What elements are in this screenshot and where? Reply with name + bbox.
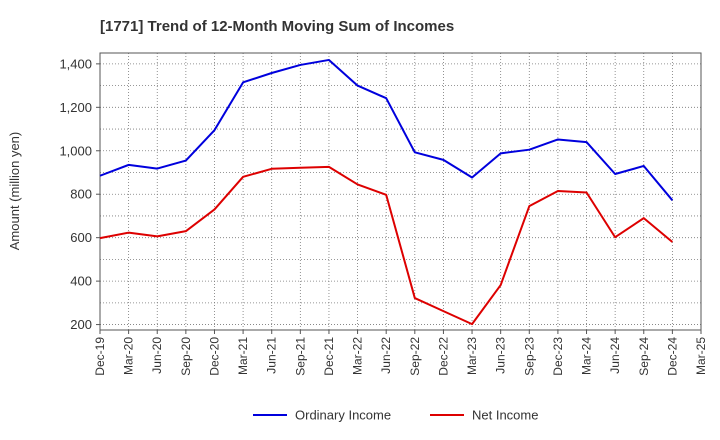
y-tick-label: 1,400 — [59, 56, 92, 71]
x-tick-label: Sep-20 — [179, 337, 193, 376]
x-tick-label: Mar-25 — [694, 337, 708, 375]
x-tick-label: Sep-22 — [408, 337, 422, 376]
plot-area — [99, 52, 702, 331]
x-tick-label: Jun-23 — [494, 337, 508, 374]
series-line-net-income — [99, 165, 674, 326]
x-tick-label: Mar-20 — [122, 337, 136, 375]
legend-label-ordinary-income: Ordinary Income — [295, 408, 391, 423]
chart-title: [1771] Trend of 12-Month Moving Sum of I… — [100, 18, 454, 35]
series-line-ordinary-income — [99, 58, 674, 201]
x-tick-label: Dec-19 — [93, 337, 107, 376]
x-tick-label: Sep-23 — [522, 337, 536, 376]
y-tick-label: 200 — [70, 317, 92, 332]
x-tick-label: Mar-21 — [236, 337, 250, 375]
y-tick-label: 1,000 — [59, 143, 92, 158]
y-tick-label: 400 — [70, 274, 92, 289]
x-tick-label: Mar-23 — [465, 337, 479, 375]
x-tick-label: Mar-24 — [580, 337, 594, 375]
y-axis: 200 400 600 800 1,000 1,200 1,400 — [59, 56, 100, 332]
y-tick-label: 800 — [70, 187, 92, 202]
x-axis: Dec-19 Mar-20 Jun-20 Sep-20 Dec-20 Mar-21 Jun-… — [93, 330, 708, 376]
x-tick-label: Dec-20 — [207, 337, 221, 376]
grid — [99, 53, 702, 330]
x-tick-label: Dec-24 — [665, 337, 679, 376]
legend-label-net-income: Net Income — [472, 408, 538, 423]
y-tick-label: 600 — [70, 230, 92, 245]
x-tick-label: Jun-22 — [379, 337, 393, 374]
legend: Ordinary Income Net Income — [253, 408, 538, 423]
x-tick-label: Dec-23 — [551, 337, 565, 376]
x-tick-label: Dec-21 — [322, 337, 336, 376]
x-tick-label: Jun-21 — [265, 337, 279, 374]
x-tick-label: Sep-24 — [637, 337, 651, 376]
y-tick-label: 1,200 — [59, 100, 92, 115]
series-lines — [99, 58, 674, 326]
x-tick-label: Dec-22 — [436, 337, 450, 376]
x-tick-label: Jun-24 — [608, 337, 622, 374]
x-tick-label: Mar-22 — [351, 337, 365, 375]
y-axis-label: Amount (million yen) — [7, 132, 22, 251]
x-tick-label: Sep-21 — [293, 337, 307, 376]
x-tick-label: Jun-20 — [150, 337, 164, 374]
